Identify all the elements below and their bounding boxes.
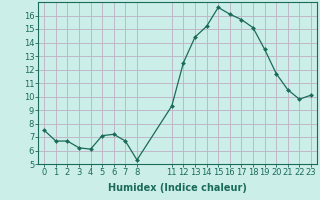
X-axis label: Humidex (Indice chaleur): Humidex (Indice chaleur) <box>108 183 247 193</box>
